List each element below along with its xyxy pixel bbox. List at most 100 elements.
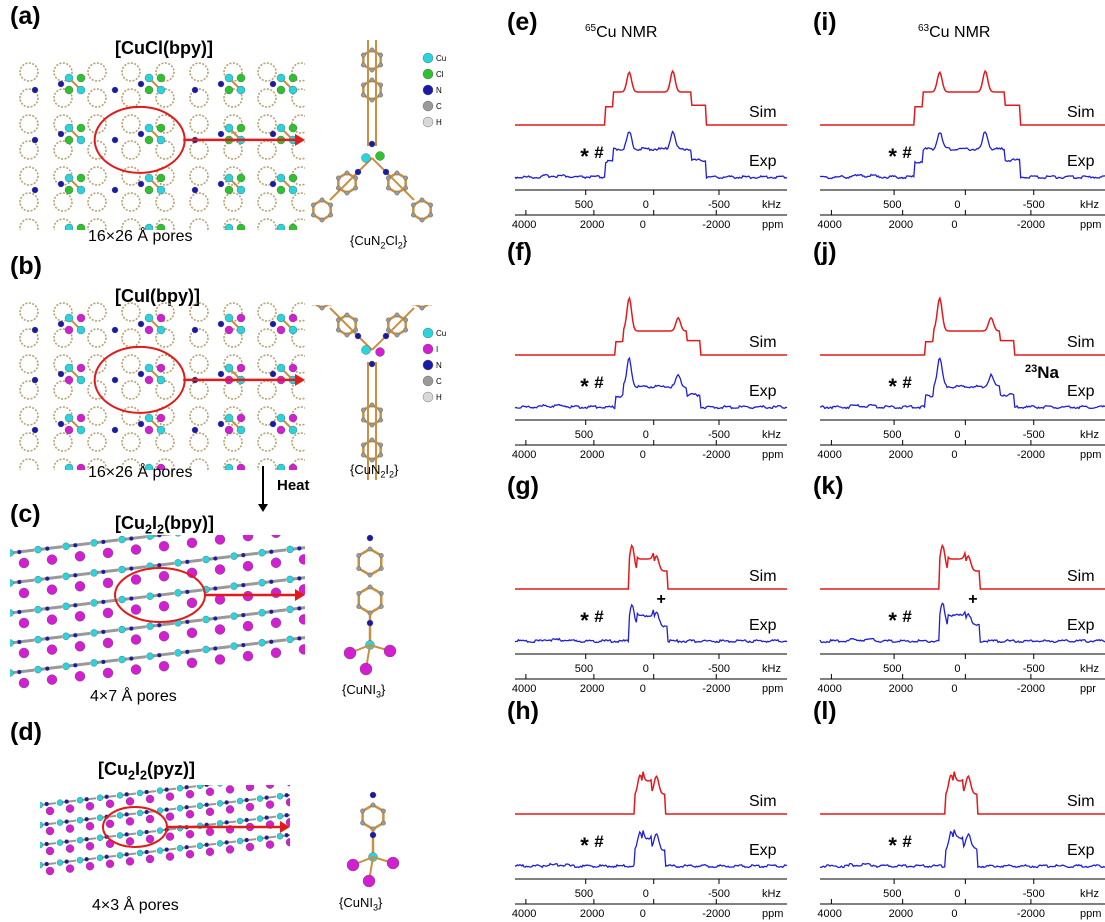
bpy-ring — [189, 354, 209, 374]
ligand-chain — [121, 655, 147, 662]
panel-label-h: (h) — [507, 697, 539, 725]
n-atom — [111, 136, 119, 144]
bpy-ring — [19, 354, 39, 374]
khz-unit-label: kHz — [762, 663, 781, 675]
khz-tick-label: 0 — [954, 888, 960, 900]
n-atom — [269, 639, 274, 644]
halide-atom — [156, 173, 166, 183]
cu-atom — [236, 817, 244, 825]
iodide-atom — [270, 647, 282, 658]
legend-cu-label: Cu — [436, 54, 446, 63]
c-atom — [378, 452, 384, 458]
ligand-chain — [149, 621, 175, 628]
cu-atom — [64, 123, 74, 133]
n-atom — [101, 659, 106, 665]
bpy-ring — [257, 218, 277, 230]
iodide-atom — [85, 802, 95, 811]
cu-atom — [176, 805, 184, 812]
bpy-ring — [291, 432, 305, 452]
hash-marker: # — [594, 373, 604, 392]
ligand-chain — [10, 668, 35, 675]
iodide-atom — [158, 630, 170, 642]
khz-unit-label: kHz — [1080, 888, 1099, 900]
iodide-atom — [102, 607, 114, 619]
halide-atom — [76, 73, 86, 83]
c-atom — [385, 175, 391, 181]
iodide-atom — [145, 814, 155, 824]
sim-label: Sim — [1067, 568, 1095, 585]
halide-atom — [276, 85, 286, 95]
plus-marker: + — [656, 591, 665, 608]
bpy-ring — [121, 140, 141, 160]
ppm-tick-label: 2000 — [889, 908, 913, 920]
cu-atom — [34, 605, 42, 614]
ligand-chain — [261, 638, 287, 645]
n-atom — [224, 840, 229, 845]
halide-atom — [76, 313, 86, 323]
ppm-tick-label: 0 — [640, 449, 646, 461]
iodide-atom — [225, 785, 235, 794]
bpy-ring — [257, 114, 277, 134]
cu-atom — [202, 555, 210, 564]
n-atom — [111, 186, 119, 194]
bpy-ring — [121, 458, 141, 470]
bpy-ring — [53, 328, 73, 348]
iodide-atom — [242, 650, 254, 662]
bpy-ring — [19, 406, 39, 426]
iodide-atom — [130, 604, 142, 615]
khz-unit-label: kHz — [762, 888, 781, 900]
n-atom — [369, 791, 377, 799]
panel-label-a: (a) — [10, 2, 41, 30]
bpy-ring — [121, 354, 141, 374]
c-atom — [319, 305, 325, 311]
iodide-atom — [185, 810, 195, 819]
cu-atom — [76, 325, 86, 335]
cu-atom — [276, 123, 286, 133]
ligand-chain — [289, 546, 305, 551]
cu-atom — [230, 612, 238, 620]
cu-atom — [90, 569, 98, 577]
halide-atom — [236, 223, 246, 230]
cu-atom — [64, 173, 74, 183]
bpy-ring — [155, 218, 175, 230]
khz-tick-label: -500 — [708, 888, 730, 900]
cu-atom — [56, 819, 64, 826]
n-atom — [64, 839, 69, 844]
hash-marker: # — [902, 607, 912, 626]
bpy-ring — [121, 406, 141, 426]
ligand-chain — [65, 631, 91, 638]
halide-atom — [288, 313, 298, 323]
cu-atom — [144, 173, 154, 183]
bpy-ring — [189, 406, 209, 426]
n-atom — [129, 566, 134, 571]
n-atom — [57, 420, 65, 428]
halide-atom — [156, 413, 166, 423]
bpy-ring — [189, 302, 209, 322]
ligand-chain — [37, 665, 63, 672]
ligand-chain — [261, 608, 287, 615]
cu-atom — [90, 599, 98, 607]
cu-atom — [361, 153, 371, 163]
khz-tick-label: 0 — [643, 429, 649, 441]
halide-atom — [76, 363, 86, 373]
iodide-atom — [45, 846, 55, 856]
n-atom — [264, 815, 269, 820]
halide-atom — [236, 123, 246, 133]
c-atom — [367, 572, 373, 578]
n-atom — [101, 629, 106, 635]
panel-label-e: (e) — [507, 8, 538, 36]
n-atom — [17, 609, 22, 615]
n-atom — [217, 320, 225, 328]
n-atom — [157, 652, 162, 658]
n-atom — [297, 576, 302, 581]
n-atom — [101, 569, 106, 575]
bpy-ring — [19, 328, 39, 348]
cu-atom — [118, 535, 126, 544]
cu-atom — [76, 375, 86, 385]
n-atom — [84, 817, 89, 822]
cu-atom — [236, 425, 246, 435]
ppm-tick-label: 4000 — [817, 683, 841, 695]
cu-atom — [276, 313, 286, 323]
cu-atom — [156, 135, 166, 145]
